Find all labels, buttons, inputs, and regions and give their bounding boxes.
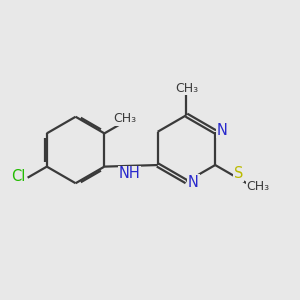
Text: Cl: Cl	[12, 169, 26, 184]
Text: CH₃: CH₃	[114, 112, 137, 125]
Text: NH: NH	[118, 166, 140, 181]
Text: CH₃: CH₃	[246, 180, 269, 193]
Text: CH₃: CH₃	[175, 82, 198, 95]
Text: S: S	[234, 166, 243, 181]
Text: N: N	[188, 175, 199, 190]
Text: N: N	[217, 123, 228, 138]
